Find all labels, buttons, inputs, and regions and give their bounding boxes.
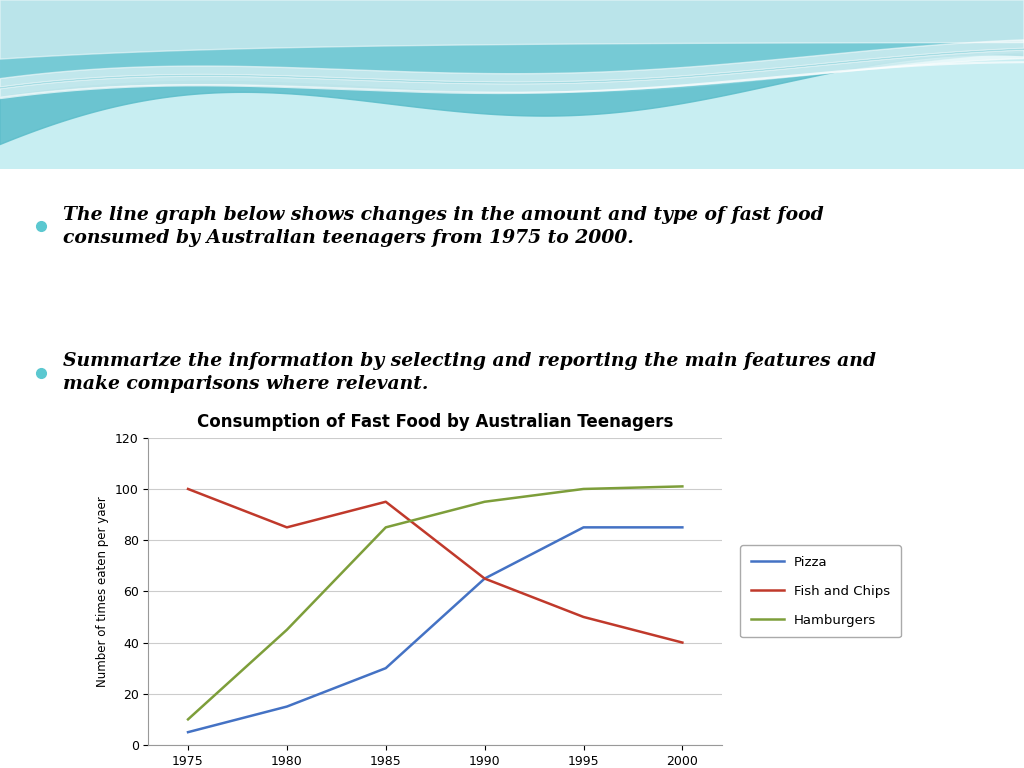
Pizza [578, 523, 590, 532]
Hamburgers [676, 482, 688, 491]
Hamburgers [182, 715, 195, 724]
Pizza [380, 664, 392, 673]
Hamburgers [281, 625, 293, 634]
Fish and Chips [281, 523, 293, 532]
Legend: Pizza, Fish and Chips, Hamburgers: Pizza, Fish and Chips, Hamburgers [740, 545, 901, 637]
Fish and Chips [182, 485, 195, 494]
Line: Hamburgers: Hamburgers [188, 486, 682, 720]
Fish and Chips [478, 574, 490, 583]
Pizza [182, 727, 195, 737]
Pizza [676, 523, 688, 532]
Title: Consumption of Fast Food by Australian Teenagers: Consumption of Fast Food by Australian T… [197, 412, 674, 431]
Line: Pizza: Pizza [188, 528, 682, 732]
Pizza [478, 574, 490, 583]
Line: Fish and Chips: Fish and Chips [188, 489, 682, 643]
Hamburgers [380, 523, 392, 532]
Hamburgers [478, 497, 490, 506]
Fish and Chips [676, 638, 688, 647]
Y-axis label: Number of times eaten per yaer: Number of times eaten per yaer [96, 496, 110, 687]
Fish and Chips [578, 612, 590, 621]
Text: Summarize the information by selecting and reporting the main features and
make : Summarize the information by selecting a… [63, 352, 877, 393]
Fish and Chips [380, 497, 392, 506]
Text: The line graph below shows changes in the amount and type of fast food
consumed : The line graph below shows changes in th… [63, 206, 824, 247]
Hamburgers [578, 485, 590, 494]
Pizza [281, 702, 293, 711]
